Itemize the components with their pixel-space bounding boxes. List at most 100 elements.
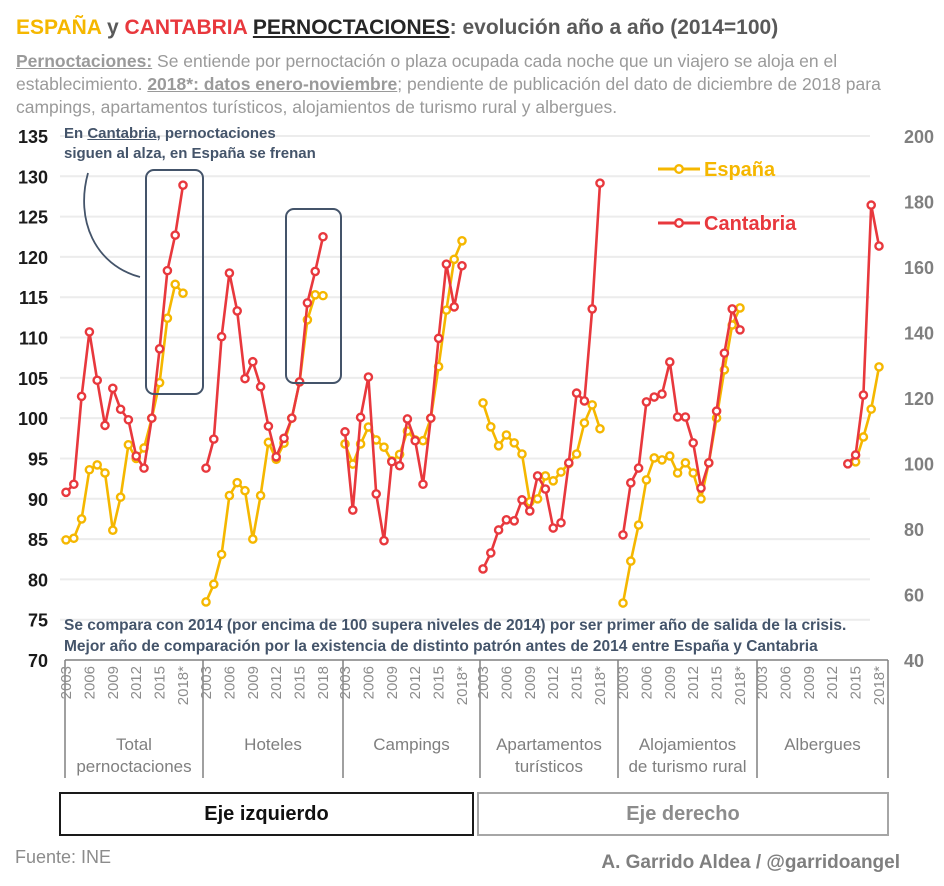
year-tick-label: 2015 <box>709 666 726 699</box>
data-point <box>310 290 321 300</box>
data-point <box>626 478 636 488</box>
left-axis-tick-label: 100 <box>18 409 48 429</box>
year-tick-label: 2009 <box>384 666 401 699</box>
data-point <box>170 230 180 240</box>
year-tick-label: 2012 <box>824 666 841 699</box>
data-point <box>318 231 328 242</box>
highlight-box-total <box>145 169 204 395</box>
data-point <box>410 435 421 446</box>
data-point <box>618 598 628 608</box>
year-tick-label: 2018* <box>871 666 888 705</box>
data-point <box>688 438 699 448</box>
group-label: Apartamentos <box>496 735 602 754</box>
data-point <box>509 516 520 526</box>
data-point <box>279 433 289 444</box>
data-point <box>858 390 869 400</box>
data-point <box>704 458 714 468</box>
left-axis-tick-label: 90 <box>28 490 48 510</box>
right-axis-tick-label: 180 <box>904 193 934 213</box>
year-tick-label: 2006 <box>221 666 238 699</box>
year-tick-label: 2006 <box>498 666 515 699</box>
data-point <box>232 306 242 316</box>
data-point <box>449 254 460 265</box>
title-connector: y <box>101 16 125 39</box>
data-point <box>532 494 543 504</box>
year-tick-label: 2018* <box>592 666 609 705</box>
data-point <box>123 439 134 450</box>
right-axis-tick-label: 40 <box>904 651 924 671</box>
year-tick-label: 2018* <box>454 666 471 705</box>
year-tick-label: 2018* <box>732 666 749 705</box>
data-point <box>386 456 397 467</box>
data-point <box>115 404 126 415</box>
data-point <box>425 413 436 423</box>
data-point <box>517 495 527 505</box>
legend-label: España <box>704 159 776 181</box>
year-tick-label: 2012 <box>407 666 424 699</box>
data-point <box>224 268 235 278</box>
data-point <box>696 494 706 504</box>
year-tick-label: 2012 <box>128 666 145 699</box>
series-line <box>621 307 742 604</box>
left-axis-tick-label: 95 <box>28 449 48 469</box>
data-point <box>509 438 520 448</box>
data-point <box>571 388 582 398</box>
series-line <box>204 236 325 469</box>
data-point <box>525 506 535 516</box>
left-axis-tick-label: 85 <box>28 530 48 550</box>
data-point <box>457 260 467 271</box>
data-point <box>394 460 405 471</box>
data-point <box>649 453 660 463</box>
right-axis-tick-label: 140 <box>904 324 934 344</box>
left-axis-tick-label: 120 <box>18 248 48 268</box>
data-point <box>571 449 582 459</box>
year-tick-label: 2015 <box>569 666 586 699</box>
year-tick-label: 2006 <box>777 666 794 699</box>
year-tick-label: 2003 <box>475 666 492 699</box>
data-point <box>355 412 366 423</box>
year-tick-label: 2003 <box>754 666 771 699</box>
data-point <box>478 398 488 408</box>
data-point <box>501 515 512 525</box>
data-point <box>363 372 374 382</box>
right-axis-button[interactable]: Eje derecho <box>477 792 889 836</box>
annotation-cantabria: Cantabria <box>87 125 157 142</box>
series-line <box>343 262 464 542</box>
data-point <box>433 333 444 344</box>
data-point <box>680 412 691 422</box>
left-axis-button[interactable]: Eje izquierdo <box>59 792 474 836</box>
data-point <box>441 259 452 269</box>
data-point <box>146 413 157 423</box>
title-rest: : evolución año a año (2014=100) <box>449 16 779 39</box>
subtitle-bold: 2018*: datos enero-noviembre <box>147 74 398 94</box>
data-point <box>449 302 460 312</box>
year-tick-label: 2015 <box>152 666 169 699</box>
data-point <box>719 348 730 358</box>
annotation-part1: En <box>64 125 88 142</box>
series-line <box>481 183 602 570</box>
author-credit: A. Garrido Aldea / @garridoangel <box>601 852 900 873</box>
left-axis-tick-label: 80 <box>28 570 48 590</box>
data-point <box>402 414 413 424</box>
data-point <box>76 391 87 402</box>
group-label: turísticos <box>515 757 583 776</box>
left-axis-tick-label: 130 <box>18 167 48 187</box>
data-point <box>170 279 180 290</box>
data-point <box>564 458 574 468</box>
left-axis-tick-label: 125 <box>18 208 48 228</box>
data-point <box>587 400 598 410</box>
year-tick-label: 2012 <box>685 666 702 699</box>
data-point <box>866 200 877 210</box>
data-point <box>263 421 274 432</box>
data-point <box>84 464 95 475</box>
subtitle-text-2: ; pendiente de publicación del dato de d… <box>16 74 881 117</box>
series-line <box>65 283 184 542</box>
data-point <box>294 377 305 387</box>
title-espana: ESPAÑA <box>16 16 102 39</box>
series-espana-4 <box>618 303 745 608</box>
data-point <box>240 373 250 384</box>
data-point <box>208 434 219 444</box>
year-tick-label: 2015 <box>431 666 448 699</box>
data-point <box>379 535 389 546</box>
annotation-part2: , pernoctaciones <box>156 125 276 142</box>
